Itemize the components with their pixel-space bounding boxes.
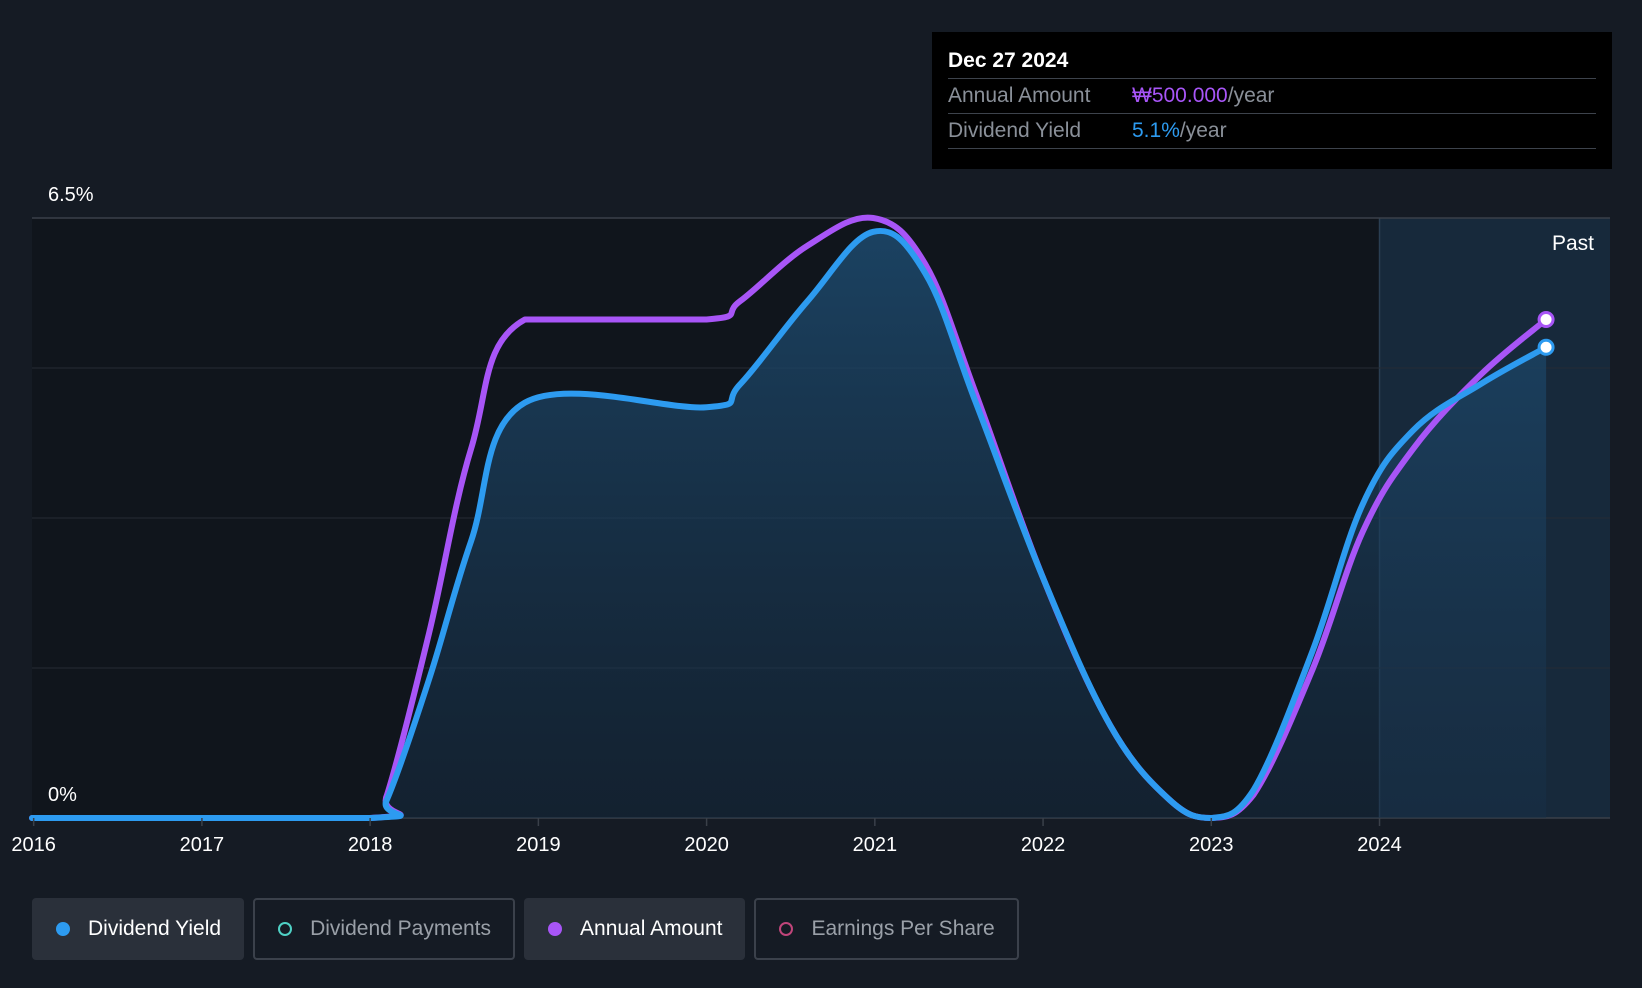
tooltip-row-dividend-yield: Dividend Yield 5.1% /year (948, 114, 1596, 149)
legend-label: Annual Amount (580, 917, 723, 940)
tooltip: Dec 27 2024 Annual Amount ₩500.000 /year… (932, 32, 1612, 169)
x-tick-label: 2016 (11, 834, 56, 856)
series-layer (29, 214, 1555, 822)
tooltip-key: Dividend Yield (948, 119, 1082, 142)
x-tick-label: 2018 (348, 834, 393, 856)
tooltip-unit: /year (1227, 84, 1275, 107)
dividend-yield-line (29, 227, 1550, 822)
annual-amount-dot-icon (548, 922, 563, 936)
x-tick-label: 2021 (853, 834, 898, 856)
legend-dividend-payments[interactable]: Dividend Payments (253, 898, 516, 960)
past-label: Past (1552, 232, 1594, 255)
y-tick-label-bottom: 0% (48, 784, 77, 806)
legend-label: Dividend Yield (88, 917, 222, 940)
dividend-payments-ring-icon (278, 922, 293, 936)
dividend-yield-dot-icon (56, 922, 70, 936)
legend-label: Dividend Payments (310, 917, 492, 940)
dividend-yield-end-marker[interactable] (1537, 338, 1555, 356)
dividend-yield-area (32, 230, 1547, 818)
tooltip-date: Dec 27 2024 (948, 46, 1596, 79)
legend: Dividend Yield Dividend Payments Annual … (32, 898, 1019, 960)
x-tick-label: 2019 (516, 834, 561, 856)
x-axis: 2016 2017 2018 2019 2020 2021 2022 2023 2024 (11, 818, 1402, 856)
tooltip-value: ₩500.000 (1132, 84, 1228, 107)
y-tick-label-top: 6.5% (48, 184, 94, 206)
x-tick-label: 2020 (684, 834, 729, 856)
x-tick-label: 2024 (1357, 834, 1402, 856)
tooltip-row-annual-amount: Annual Amount ₩500.000 /year (948, 79, 1596, 114)
annual-amount-line (29, 214, 1550, 822)
legend-dividend-yield[interactable]: Dividend Yield (32, 898, 245, 960)
annual-amount-end-marker[interactable] (1537, 311, 1555, 329)
x-tick-label: 2017 (180, 834, 225, 856)
legend-label: Earnings Per Share (811, 917, 995, 940)
legend-earnings-per-share[interactable]: Earnings Per Share (754, 898, 1019, 960)
tooltip-unit: /year (1179, 119, 1227, 142)
legend-annual-amount[interactable]: Annual Amount (524, 898, 746, 960)
x-tick-label: 2022 (1021, 834, 1066, 856)
earnings-per-share-ring-icon (779, 922, 794, 936)
tooltip-key: Annual Amount (948, 84, 1091, 107)
x-tick-label: 2023 (1189, 834, 1234, 856)
tooltip-value: 5.1% (1132, 119, 1180, 142)
